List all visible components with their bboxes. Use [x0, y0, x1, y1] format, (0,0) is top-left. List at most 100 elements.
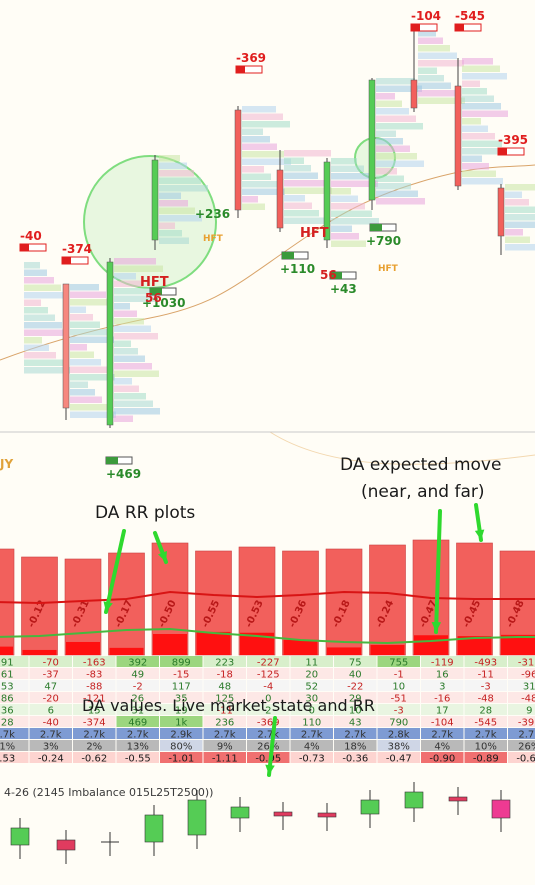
footprint-volume-bar: [242, 173, 271, 180]
footprint-volume-bar: [331, 188, 351, 195]
indicator-candle: [187, 799, 207, 836]
footprint-volume-bar: [376, 183, 411, 190]
table-cell: [508, 704, 535, 715]
footprint-volume-bar: [159, 207, 195, 214]
table-cell: [464, 728, 507, 739]
table-cell: [29, 752, 72, 763]
table-cell: [464, 692, 507, 703]
footprint-volume-bar: [418, 45, 450, 52]
table-cell: [508, 680, 535, 691]
footprint-volume-bar: [376, 85, 422, 92]
table-cell: [334, 704, 377, 715]
footprint-volume-bar: [114, 310, 137, 317]
table-cell: [290, 728, 333, 739]
footprint-volume-bar: [242, 136, 270, 143]
footprint-volume-bar: [24, 337, 42, 344]
table-cell: [203, 728, 246, 739]
table-cell-value: -11: [217, 706, 233, 717]
footprint-volume-bar: [24, 344, 49, 351]
table-cell-value: -0.36: [342, 754, 368, 765]
table-cell-value: -4: [263, 682, 273, 693]
table-cell: [421, 668, 464, 679]
delta-box-fill: [411, 24, 420, 31]
footprint-volume-bar: [70, 306, 86, 313]
table-cell-value: 10: [349, 706, 362, 717]
table-cell: [0, 680, 29, 691]
table-cell-value: 1%: [0, 742, 15, 753]
footprint-volume-bar: [284, 165, 311, 172]
footprint-volume-bar: [242, 166, 264, 173]
footprint-volume-bar: [462, 163, 489, 170]
table-cell: [334, 692, 377, 703]
footprint-volume-bar: [242, 121, 290, 128]
footprint-volume-bar: [242, 203, 265, 210]
candle-body: [234, 109, 242, 211]
footprint-volume-bar: [376, 153, 417, 160]
table-cell-value: -369: [257, 718, 280, 729]
table-cell: [377, 716, 420, 727]
table-cell: [160, 692, 203, 703]
table-cell: [29, 692, 72, 703]
footprint-volume-bar: [70, 404, 109, 411]
table-cell-value: 469: [128, 718, 147, 729]
table-cell: [421, 704, 464, 715]
table-cell-value: 6: [48, 706, 54, 717]
table-cell: [160, 680, 203, 691]
table-cell: [247, 692, 290, 703]
table-cell-value: -1.01: [168, 754, 194, 765]
table-cell: [73, 728, 116, 739]
table-cell: [421, 740, 464, 751]
hft-label: HFT: [140, 275, 169, 290]
footprint-volume-bar: [376, 78, 415, 85]
table-cell: [508, 668, 535, 679]
rr-inner-bar: [196, 631, 231, 655]
table-cell-value: 48: [218, 682, 231, 693]
rr-inner-bar: [283, 639, 318, 655]
table-cell-value: -104: [431, 718, 454, 729]
table-cell: [508, 728, 535, 739]
rr-inner-bar: [240, 632, 274, 655]
table-cell: [116, 668, 159, 679]
footprint-volume-bar: [376, 138, 403, 145]
table-cell: [377, 656, 420, 667]
footprint-volume-bar: [70, 314, 93, 321]
footprint-volume-bar: [505, 221, 535, 228]
table-cell-value: -15: [173, 670, 189, 681]
table-cell: [73, 692, 116, 703]
footprint-cluster: [24, 262, 70, 374]
footprint-volume-bar: [159, 215, 202, 222]
delta-label: -395: [498, 133, 528, 147]
table-cell-value: -18: [217, 670, 233, 681]
indicator-candle: [273, 811, 293, 817]
table-cell-value: -0.95: [255, 754, 281, 765]
footprint-volume-bar: [462, 80, 480, 87]
table-cell-value: 36: [1, 706, 14, 717]
table-cell-value: 47: [44, 682, 57, 693]
footprint-volume-bar: [24, 299, 41, 306]
footprint-volume-bar: [24, 277, 54, 284]
footprint-volume-bar: [376, 160, 424, 167]
footprint-volume-bar: [284, 195, 305, 202]
footprint-volume-bar: [114, 385, 139, 392]
footprint-volume-bar: [70, 374, 115, 381]
footprint-volume-bar: [70, 344, 87, 351]
footprint-volume-bar: [24, 292, 68, 299]
table-cell: [247, 656, 290, 667]
footprint-volume-bar: [418, 90, 458, 97]
footprint-volume-bar: [242, 158, 291, 165]
table-cell-value: 26%: [518, 742, 535, 753]
footprint-volume-bar: [159, 170, 194, 177]
table-cell: [290, 704, 333, 715]
table-cell-value: 899: [172, 658, 191, 669]
table-cell-value: 2.7k: [214, 730, 236, 741]
partial-left-label: JY: [0, 457, 13, 471]
delta-label: -369: [236, 51, 266, 65]
footprint-volume-bar: [24, 314, 55, 321]
table-cell-value: 3: [439, 682, 445, 693]
footprint-volume-bar: [24, 284, 61, 291]
table-cell: [0, 716, 29, 727]
footprint-volume-bar: [24, 322, 62, 329]
table-cell-value: 18%: [344, 742, 366, 753]
table-cell: [464, 668, 507, 679]
table-cell-value: -22: [347, 682, 363, 693]
